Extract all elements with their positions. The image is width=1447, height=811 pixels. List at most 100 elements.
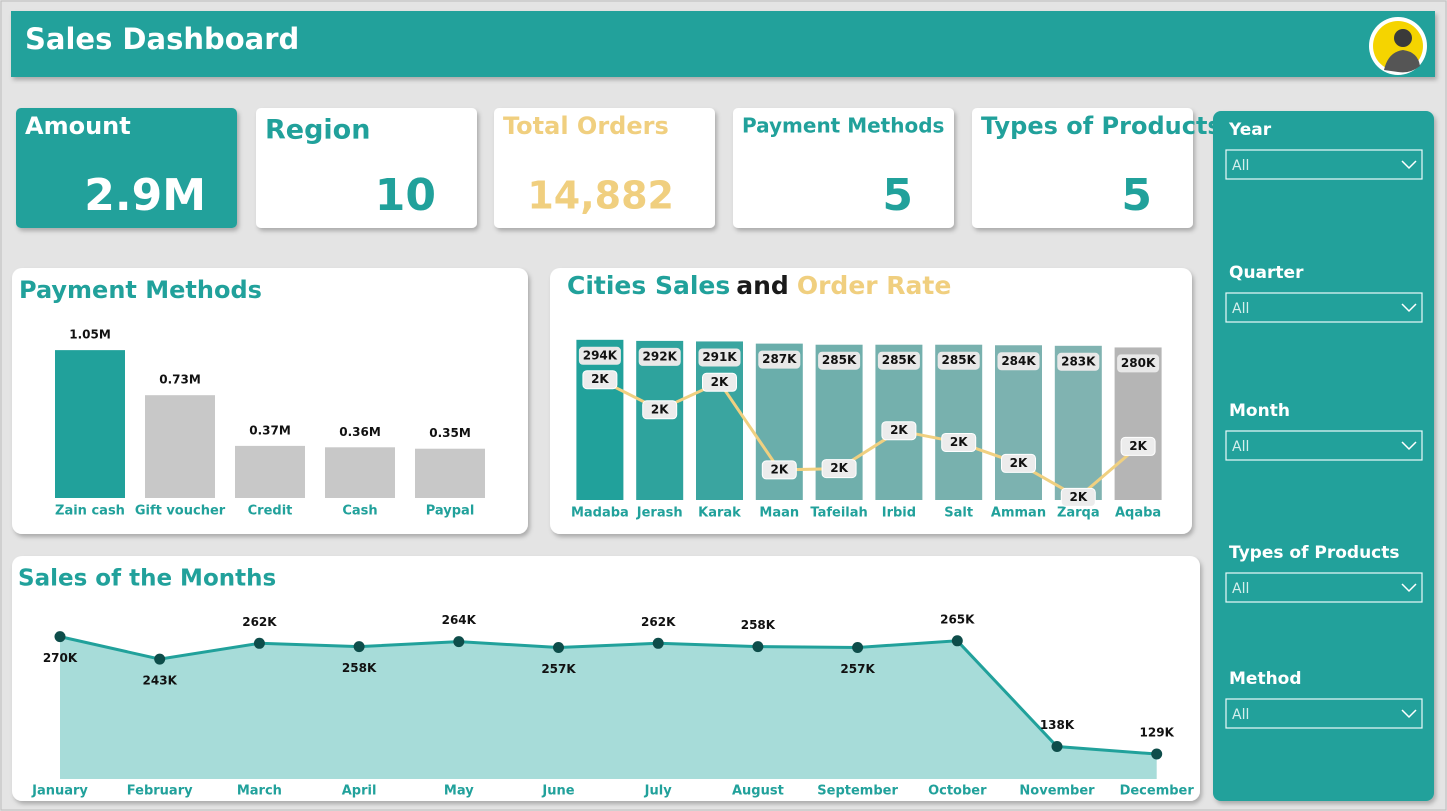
x-tick-label: Maan xyxy=(759,506,799,521)
x-tick-label: Madaba xyxy=(571,506,629,521)
label-pill xyxy=(937,351,980,370)
value-label: 2K xyxy=(950,435,968,449)
title-part: Order Rate xyxy=(797,271,952,300)
label-pill xyxy=(881,421,917,441)
line xyxy=(59,635,1157,756)
x-tick-label: Zain cash xyxy=(55,504,125,519)
point xyxy=(752,641,764,653)
dropdown-arrow xyxy=(1401,583,1417,593)
value-label: 257K xyxy=(541,662,576,676)
kpi-label: Total Orders xyxy=(503,112,669,140)
filter-dropdown[interactable] xyxy=(1225,430,1423,461)
x-tick-label: Amman xyxy=(991,506,1046,521)
line xyxy=(599,378,1140,500)
point xyxy=(852,641,864,653)
bar xyxy=(1054,345,1102,500)
bar xyxy=(55,350,125,498)
x-tick-label: July xyxy=(644,784,673,799)
filter-dropdown[interactable] xyxy=(1225,572,1423,603)
point xyxy=(951,635,963,647)
value-label: 0.35M xyxy=(429,426,471,440)
value-label: 284K xyxy=(1001,354,1036,368)
kpi-card xyxy=(16,108,237,228)
label-pill xyxy=(578,346,621,365)
value-label: 280K xyxy=(1121,356,1156,370)
label-pill xyxy=(761,460,797,480)
value-label: 262K xyxy=(242,615,277,629)
x-tick-label: March xyxy=(237,784,282,799)
x-tick-label: June xyxy=(541,784,574,799)
x-tick-label: January xyxy=(31,784,88,799)
title-part: and xyxy=(736,271,789,300)
kpi-label: Amount xyxy=(25,112,131,140)
value-label: 243K xyxy=(143,674,178,688)
chart-title: Cities Sales and Order Rate xyxy=(567,271,951,300)
kpi-label: Payment Methods xyxy=(742,114,944,138)
x-tick-label: May xyxy=(444,784,474,799)
x-tick-label: February xyxy=(127,784,193,799)
value-label: 1.05M xyxy=(69,328,111,342)
label-pill xyxy=(1060,487,1096,507)
x-tick-label: Irbid xyxy=(882,506,916,521)
filter-dropdown[interactable] xyxy=(1225,149,1423,180)
dropdown-arrow xyxy=(1401,303,1417,313)
point xyxy=(353,641,365,653)
kpi-card xyxy=(733,108,954,228)
kpi-value: 5 xyxy=(1121,170,1152,221)
kpi-value: 5 xyxy=(882,170,913,221)
value-label: 285K xyxy=(882,353,917,367)
label-pill xyxy=(642,400,678,420)
point xyxy=(1051,741,1063,753)
kpi-card xyxy=(494,108,715,228)
filter-dropdown[interactable] xyxy=(1225,698,1423,729)
x-tick-label: Paypal xyxy=(426,504,475,519)
label-pill xyxy=(997,352,1040,371)
x-tick-label: Credit xyxy=(248,504,293,519)
x-tick-label: September xyxy=(817,784,898,799)
kpi-card xyxy=(256,108,477,228)
bar xyxy=(145,395,215,498)
value-label: 283K xyxy=(1061,354,1096,368)
header-title: Sales Dashboard xyxy=(25,22,299,56)
x-tick-label: Salt xyxy=(944,506,973,521)
x-tick-label: Aqaba xyxy=(1115,506,1161,521)
label-pill xyxy=(1057,352,1100,371)
x-tick-label: Cash xyxy=(342,504,377,519)
filter-label: Month xyxy=(1229,401,1290,421)
dropdown-arrow xyxy=(1401,441,1417,451)
label-pill xyxy=(698,348,741,367)
value-label: 129K xyxy=(1140,726,1175,740)
bar xyxy=(935,344,983,500)
label-pill xyxy=(1120,436,1156,456)
bar xyxy=(1114,347,1162,500)
value-label: 257K xyxy=(840,662,875,676)
value-label: 258K xyxy=(741,618,776,632)
x-tick-label: December xyxy=(1120,784,1195,799)
value-label: 258K xyxy=(342,661,377,675)
avatar xyxy=(1369,17,1427,75)
point xyxy=(253,637,265,649)
x-tick-label: Tafeilah xyxy=(810,506,867,521)
bar xyxy=(576,339,624,500)
value-label: 291K xyxy=(702,350,737,364)
point xyxy=(453,636,465,648)
x-tick-label: November xyxy=(1019,784,1095,799)
filter-value: All xyxy=(1232,439,1249,455)
value-label: 2K xyxy=(651,402,669,416)
filter-dropdown[interactable] xyxy=(1225,292,1423,323)
point xyxy=(154,653,166,665)
payment-panel xyxy=(12,268,528,534)
filter-label: Quarter xyxy=(1229,263,1304,283)
area xyxy=(60,636,1157,779)
filter-value: All xyxy=(1232,158,1249,174)
charts: 1.05M Zain cash 0.73M Gift voucher 0.37M Cred… xyxy=(31,328,1194,799)
x-tick-label: Jerash xyxy=(636,506,683,521)
value-label: 287K xyxy=(762,352,797,366)
filter-label: Year xyxy=(1228,120,1272,140)
label-pill xyxy=(941,432,977,452)
label-pill xyxy=(1117,354,1160,373)
